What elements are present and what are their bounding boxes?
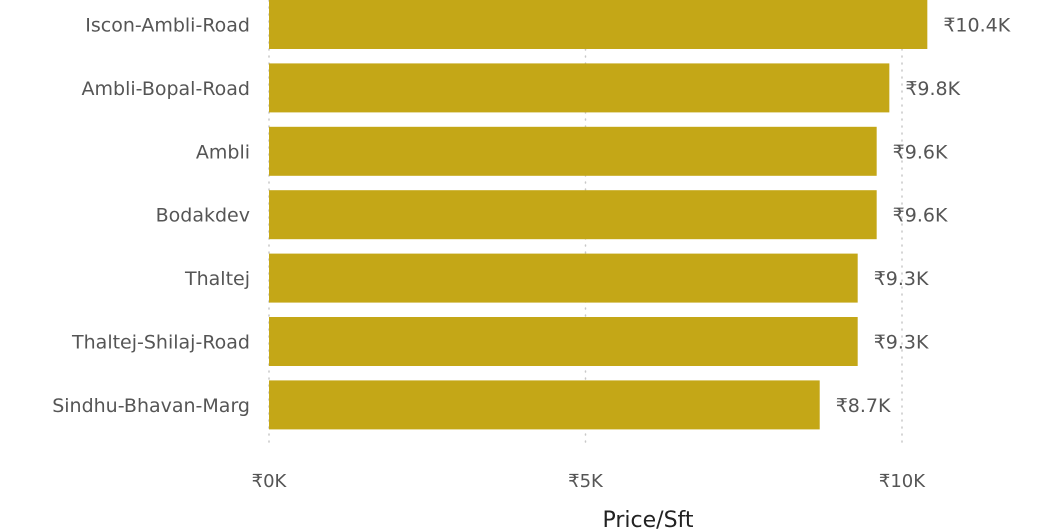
- category-label: Iscon-Ambli-Road: [85, 15, 250, 37]
- category-label: Ambli-Bopal-Road: [82, 78, 250, 100]
- value-label: ₹9.3K: [874, 332, 929, 354]
- category-label: Thaltej: [184, 268, 250, 290]
- labels: ₹0K ₹5K ₹10K Iscon-Ambli-Road ₹10.4K Ambli-Bo…: [52, 15, 1011, 493]
- bar-iscon-ambli-road[interactable]: [269, 0, 928, 49]
- category-label: Thaltej-Shilaj-Road: [71, 332, 250, 354]
- bar-thaltej[interactable]: [269, 253, 858, 303]
- bar-ambli[interactable]: [269, 126, 877, 176]
- category-label: Bodakdev: [156, 205, 250, 227]
- value-label: ₹9.6K: [893, 205, 948, 227]
- value-label: ₹9.8K: [905, 78, 960, 100]
- bars: [269, 0, 928, 430]
- bar-sindhu-bhavan-marg[interactable]: [269, 380, 820, 430]
- bar-bodakdev[interactable]: [269, 190, 877, 240]
- x-tick-label: ₹5K: [568, 471, 604, 492]
- value-label: ₹8.7K: [836, 395, 891, 417]
- bar-thaltej-shilaj-road[interactable]: [269, 317, 858, 366]
- x-tick-label: ₹0K: [252, 471, 288, 492]
- x-axis-title: Price/Sft: [602, 508, 693, 532]
- bar-ambli-bopal-road[interactable]: [269, 63, 890, 113]
- value-label: ₹9.6K: [893, 141, 948, 163]
- category-label: Sindhu-Bhavan-Marg: [52, 395, 250, 417]
- x-tick-label: ₹10K: [879, 471, 926, 492]
- gridlines: [268, 0, 903, 446]
- value-label: ₹9.3K: [874, 268, 929, 290]
- category-label: Ambli: [196, 141, 250, 163]
- value-label: ₹10.4K: [943, 15, 1010, 37]
